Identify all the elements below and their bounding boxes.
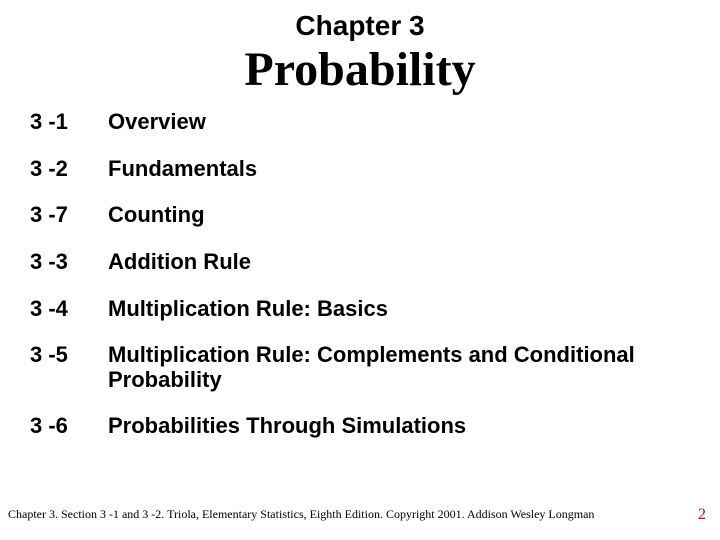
toc-section-number: 3 -1 <box>30 110 108 135</box>
toc-topic: Probabilities Through Simulations <box>108 414 690 439</box>
toc-row: 3 -7Counting <box>30 203 690 228</box>
toc-section-number: 3 -2 <box>30 157 108 182</box>
page-title: Probability <box>0 42 720 97</box>
toc-section-number: 3 -7 <box>30 203 108 228</box>
toc-topic: Counting <box>108 203 690 228</box>
slide: { "chapter_label": "Chapter 3", "title":… <box>0 0 720 540</box>
toc-row: 3 -3Addition Rule <box>30 250 690 275</box>
toc-topic: Fundamentals <box>108 157 690 182</box>
toc-topic: Overview <box>108 110 690 135</box>
toc-row: 3 -4Multiplication Rule: Basics <box>30 297 690 322</box>
toc-section-number: 3 -5 <box>30 343 108 368</box>
toc-list: 3 -1Overview3 -2Fundamentals3 -7Counting… <box>30 110 690 439</box>
page-number: 2 <box>698 506 706 524</box>
toc-row: 3 -6Probabilities Through Simulations <box>30 414 690 439</box>
toc-row: 3 -5Multiplication Rule: Complements and… <box>30 343 690 392</box>
footer-citation: Chapter 3. Section 3 -1 and 3 -2. Triola… <box>8 507 594 522</box>
toc-section-number: 3 -4 <box>30 297 108 322</box>
toc-section-number: 3 -3 <box>30 250 108 275</box>
toc-row: 3 -2Fundamentals <box>30 157 690 182</box>
chapter-label: Chapter 3 <box>0 10 720 42</box>
toc-topic: Multiplication Rule: Basics <box>108 297 690 322</box>
toc-topic: Multiplication Rule: Complements and Con… <box>108 343 690 392</box>
toc-topic: Addition Rule <box>108 250 690 275</box>
toc-section-number: 3 -6 <box>30 414 108 439</box>
toc-row: 3 -1Overview <box>30 110 690 135</box>
